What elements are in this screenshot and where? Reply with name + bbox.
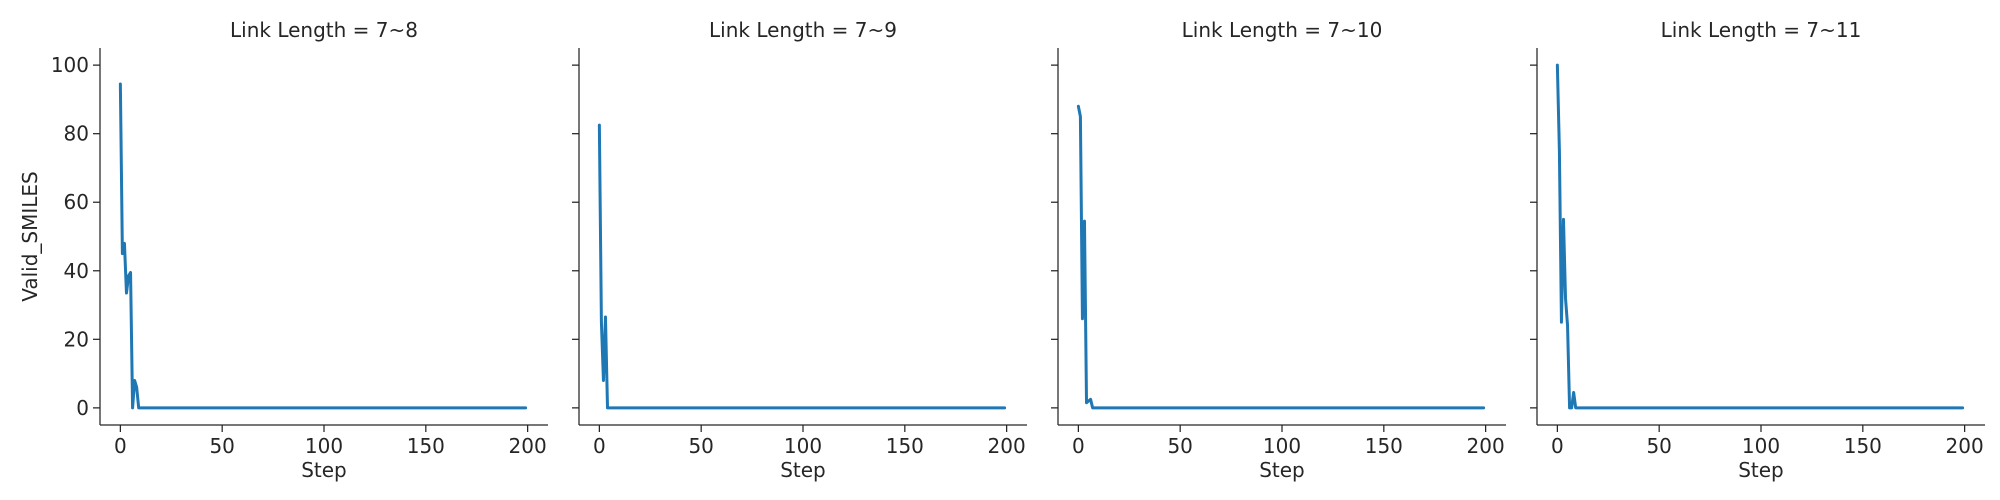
panel-2-title: Link Length = 7~9 [709, 18, 897, 42]
panel-2-x-tick-label: 0 [593, 434, 606, 458]
panel-4-x-axis-label: Step [1738, 458, 1784, 482]
panel-4-title: Link Length = 7~11 [1661, 18, 1862, 42]
panel-2-series-line-1 [597, 123, 1007, 410]
panel-3-title: Link Length = 7~10 [1182, 18, 1383, 42]
panel-4-x-tick-label: 50 [1646, 434, 1671, 458]
panel-4-x-tick-label: 100 [1742, 434, 1780, 458]
panel-1-y-axis-label: Valid_SMILES [18, 171, 42, 302]
panel-1-series-line-1 [118, 82, 528, 410]
panel-1-title: Link Length = 7~8 [230, 18, 418, 42]
panel-3-x-tick-label: 200 [1467, 434, 1505, 458]
panel-1-x-axis-label: Step [301, 458, 347, 482]
panel-4-series-line-1 [1555, 63, 1965, 410]
panel-1-x-tick-label: 100 [305, 434, 343, 458]
panel-1-x-tick-label: 200 [509, 434, 547, 458]
panel-2-x-tick-label: 200 [988, 434, 1026, 458]
panel-3-x-tick-label: 50 [1167, 434, 1192, 458]
panel-3-x-axis-label: Step [1259, 458, 1305, 482]
panel-1-y-tick-label: 100 [51, 53, 89, 77]
panel-1-y-tick-label: 40 [64, 259, 89, 283]
panel-1-y-tick-label: 80 [64, 122, 89, 146]
panel-2-x-tick-label: 150 [886, 434, 924, 458]
panel-1-y-tick-label: 0 [76, 396, 89, 420]
panel-3-series-line-1 [1076, 104, 1486, 410]
panel-4-x-tick-label: 150 [1844, 434, 1882, 458]
panel-1-x-tick-label: 50 [209, 434, 234, 458]
panel-2-x-tick-label: 100 [784, 434, 822, 458]
panel-1-x-tick-label: 0 [114, 434, 127, 458]
panel-1-x-tick-label: 150 [407, 434, 445, 458]
panel-3-x-tick-label: 150 [1365, 434, 1403, 458]
panel-3-x-tick-label: 0 [1072, 434, 1085, 458]
panel-3-x-tick-label: 100 [1263, 434, 1301, 458]
panel-2-x-tick-label: 50 [688, 434, 713, 458]
panel-4-x-tick-label: 0 [1551, 434, 1564, 458]
panel-1-y-tick-label: 60 [64, 190, 89, 214]
panel-1-y-tick-label: 20 [64, 327, 89, 351]
panel-4-x-tick-label: 200 [1946, 434, 1984, 458]
panel-2-x-axis-label: Step [780, 458, 826, 482]
